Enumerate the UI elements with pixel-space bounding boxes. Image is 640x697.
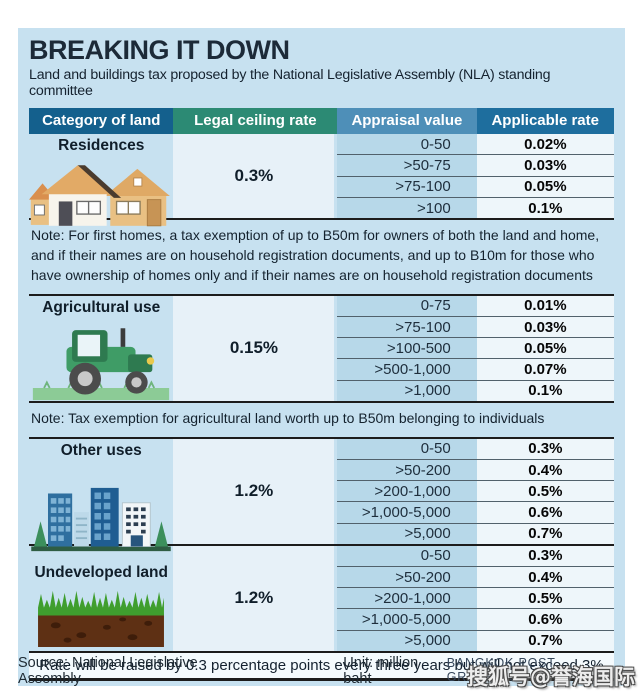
applicable-rate-cell: 0.5% [476, 588, 614, 609]
table-row: >200-1,000 0.5% [337, 481, 614, 503]
section-note: Note: Tax exemption for agricultural lan… [29, 403, 614, 439]
column-header-category: Category of land [29, 108, 174, 135]
appraisal-value-cell: >1,000 [337, 380, 477, 401]
appraisal-value-cell: >100-500 [337, 338, 477, 359]
table-row: 0-50 0.3% [337, 438, 614, 460]
table-row: >100 0.1% [337, 197, 614, 219]
table-header: Category of land Legal ceiling rate Appr… [29, 108, 614, 135]
appraisal-value-cell: >500-1,000 [337, 359, 477, 380]
appraisal-rate-rows: 0-50 0.3% >50-200 0.4% >200-1,000 0.5% >1,000-… [337, 545, 614, 651]
appraisal-rate-rows: 0-50 0.02% >50-75 0.03% >75-100 0.05% >100 0.1% [337, 134, 614, 219]
appraisal-rate-rows: 0-75 0.01% >75-100 0.03% >100-500 0.05% >500-1… [337, 295, 614, 401]
category-cell: Undeveloped land [29, 546, 173, 651]
column-header-ceiling: Legal ceiling rate [173, 108, 338, 135]
applicable-rate-cell: 0.4% [476, 566, 614, 588]
footer-note: Rate will be raised by 0.3 percentage po… [29, 652, 614, 681]
applicable-rate-cell: 0.05% [476, 176, 614, 197]
watermark-text: 搜狐号@誉海国际 [467, 665, 635, 689]
table-row: >75-100 0.03% [337, 317, 614, 339]
appraisal-value-cell: 0-75 [337, 295, 477, 317]
appraisal-value-cell: >1,000-5,000 [337, 502, 477, 523]
applicable-rate-cell: 0.02% [476, 134, 614, 155]
buildings-icon [29, 460, 173, 553]
houses-icon [29, 155, 173, 228]
page-title: BREAKING IT DOWN [29, 35, 290, 65]
table-section: Other uses 1.2% 0-50 0.3% >50-200 0.4% >200-1,… [29, 438, 614, 551]
appraisal-value-cell: >75-100 [337, 317, 477, 338]
category-label: Agricultural use [42, 298, 161, 316]
applicable-rate-cell: 0.05% [476, 338, 614, 359]
applicable-rate-cell: 0.1% [476, 197, 614, 219]
table-section: Undeveloped land 1.2% 0-50 0.3% >50-200 0.4% >… [29, 545, 614, 653]
source-row: Source: National Legislative Assembly Un… [18, 655, 625, 687]
table-row: 0-50 0.3% [337, 545, 614, 567]
appraisal-value-cell: 0-50 [337, 438, 477, 459]
table-row: >200-1,000 0.5% [337, 588, 614, 610]
table-row: >500-1,000 0.07% [337, 359, 614, 381]
table-row: >1,000-5,000 0.6% [337, 609, 614, 631]
applicable-rate-cell: 0.01% [476, 295, 614, 317]
appraisal-value-cell: 0-50 [337, 134, 477, 155]
ceiling-rate-value: 1.2% [173, 438, 335, 544]
infographic-card: BREAKING IT DOWN Land and buildings tax … [18, 28, 625, 686]
table-row: >75-100 0.05% [337, 176, 614, 198]
ceiling-rate-value: 0.15% [173, 295, 335, 401]
ceiling-rate-value: 0.3% [173, 134, 335, 219]
column-header-appraisal: Appraisal value [337, 108, 477, 135]
appraisal-value-cell: >1,000-5,000 [337, 609, 477, 630]
table-row: >50-75 0.03% [337, 155, 614, 177]
applicable-rate-cell: 0.03% [476, 317, 614, 338]
applicable-rate-cell: 0.7% [476, 523, 614, 544]
table-row: >5,000 0.7% [337, 630, 614, 651]
appraisal-value-cell: >50-200 [337, 566, 477, 588]
table-row: >50-200 0.4% [337, 459, 614, 482]
appraisal-value-cell: >5,000 [337, 630, 477, 651]
grass-soil-icon [29, 582, 173, 651]
table-row: >50-200 0.4% [337, 566, 614, 589]
appraisal-value-cell: >200-1,000 [337, 481, 477, 502]
applicable-rate-cell: 0.1% [476, 380, 614, 401]
appraisal-value-cell: >5,000 [337, 523, 477, 544]
applicable-rate-cell: 0.7% [476, 630, 614, 651]
category-cell: Residences [29, 134, 173, 227]
table-section: Residences 0.3% 0-50 0.02% >50-75 0.03% >75-10… [29, 134, 614, 227]
appraisal-rate-rows: 0-50 0.3% >50-200 0.4% >200-1,000 0.5% >1,000-… [337, 438, 614, 544]
category-cell: Agricultural use [29, 296, 173, 401]
unit-text: Unit: million baht [343, 655, 419, 687]
table-row: 0-50 0.02% [337, 134, 614, 156]
applicable-rate-cell: 0.07% [476, 359, 614, 380]
applicable-rate-cell: 0.4% [476, 459, 614, 481]
tractor-icon [29, 317, 173, 403]
appraisal-value-cell: >50-200 [337, 459, 477, 481]
applicable-rate-cell: 0.3% [476, 438, 614, 459]
table-body: Residences 0.3% 0-50 0.02% >50-75 0.03% >75-10… [29, 134, 614, 653]
page-subtitle: Land and buildings tax proposed by the N… [29, 67, 551, 100]
appraisal-value-cell: >200-1,000 [337, 588, 477, 609]
section-note: Note: For first homes, a tax exemption o… [29, 220, 614, 296]
category-cell: Other uses [29, 439, 173, 551]
applicable-rate-cell: 0.6% [476, 502, 614, 523]
column-header-rate: Applicable rate [476, 108, 614, 135]
appraisal-value-cell: >75-100 [337, 176, 477, 197]
table-row: 0-75 0.01% [337, 295, 614, 318]
source-text: Source: National Legislative Assembly [18, 655, 198, 687]
credit-text: BANGKOK POST GRAPHICS [446, 656, 556, 684]
table-row: >5,000 0.7% [337, 523, 614, 544]
applicable-rate-cell: 0.6% [476, 609, 614, 630]
appraisal-value-cell: >50-75 [337, 155, 477, 176]
category-label: Other uses [60, 441, 142, 459]
applicable-rate-cell: 0.5% [476, 481, 614, 502]
table-section: Agricultural use 0.15% 0-75 0.01% >75-100 0.0… [29, 295, 614, 403]
applicable-rate-cell: 0.3% [476, 545, 614, 566]
applicable-rate-cell: 0.03% [476, 155, 614, 176]
ceiling-rate-value: 1.2% [173, 545, 335, 651]
category-label: Residences [58, 137, 145, 155]
appraisal-value-cell: 0-50 [337, 545, 477, 566]
table-row: >1,000-5,000 0.6% [337, 502, 614, 524]
category-label: Undeveloped land [34, 563, 168, 581]
appraisal-value-cell: >100 [337, 197, 477, 219]
table-row: >1,000 0.1% [337, 380, 614, 401]
table-row: >100-500 0.05% [337, 338, 614, 360]
